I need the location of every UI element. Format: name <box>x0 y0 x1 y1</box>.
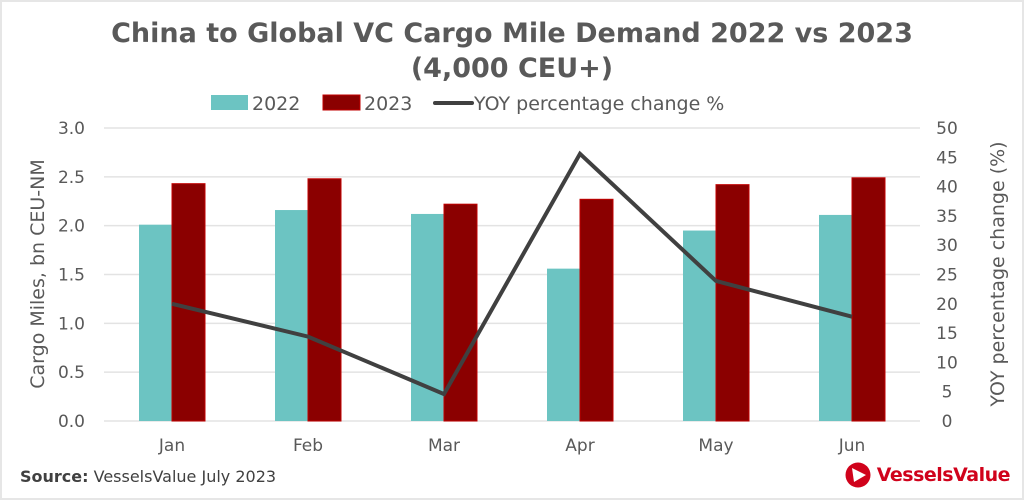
y-axis-label: Cargo Miles, bn CEU-NM <box>27 159 49 389</box>
y2-tick-label: 40 <box>936 178 958 198</box>
bar-2023-feb <box>307 178 342 422</box>
bar-2022-may <box>683 230 716 421</box>
y-tick-label: 0.5 <box>58 363 85 383</box>
legend-label-yoy: YOY percentage change % <box>473 93 724 115</box>
y2-axis-label: YOY percentage change (%) <box>987 141 1009 407</box>
legend: 2022 2023 YOY percentage change % <box>211 93 724 115</box>
y-tick-label: 1.0 <box>58 314 85 334</box>
bar-2023-jun <box>851 177 886 422</box>
y-tick-label: 0.0 <box>58 412 85 432</box>
legend-swatch-2023 <box>322 94 361 111</box>
legend-label-2023: 2023 <box>364 93 412 115</box>
y2-tick-label: 5 <box>942 383 953 403</box>
chart-subtitle: (4,000 CEU+) <box>411 53 613 84</box>
vesselsvalue-logo: VesselsValue <box>845 462 1011 488</box>
source-note: Source: VesselsValue July 2023 <box>20 467 276 486</box>
bar-2022-apr <box>547 268 580 421</box>
yoy-line <box>171 150 853 397</box>
yoy-polyline <box>171 150 853 397</box>
x-axis-ticks: Jan Feb Mar Apr May Jun <box>158 436 865 456</box>
bar-2023-apr <box>579 198 614 422</box>
y-tick-label: 1.5 <box>58 266 85 286</box>
logo-text: VesselsValue <box>876 464 1011 486</box>
chart-title: China to Global VC Cargo Mile Demand 202… <box>111 18 913 49</box>
x-tick-label: Jan <box>158 436 185 456</box>
x-tick-label: Apr <box>565 436 594 456</box>
legend-label-2022: 2022 <box>252 93 300 115</box>
y2-tick-label: 45 <box>936 148 958 168</box>
y2-tick-label: 25 <box>936 266 958 286</box>
bar-2023-jan <box>171 183 206 422</box>
logo-icon <box>845 462 871 488</box>
y2-tick-label: 20 <box>936 295 958 315</box>
x-tick-label: May <box>698 436 733 456</box>
source-label: Source: <box>20 467 89 486</box>
y2-tick-label: 35 <box>936 207 958 227</box>
source-text: VesselsValue July 2023 <box>88 467 277 486</box>
y-tick-label: 3.0 <box>58 119 85 139</box>
y2-tick-label: 50 <box>936 119 958 139</box>
x-tick-label: Mar <box>428 436 460 456</box>
y2-tick-label: 0 <box>942 412 953 432</box>
y-axis-ticks: 0.0 0.5 1.0 1.5 2.0 2.5 3.0 <box>58 119 85 432</box>
x-tick-label: Feb <box>293 436 323 456</box>
bar-2022-jan <box>139 224 172 421</box>
y2-tick-label: 10 <box>936 353 958 373</box>
y2-tick-label: 30 <box>936 236 958 256</box>
bar-2023-may <box>715 184 750 422</box>
x-tick-label: Jun <box>838 436 866 456</box>
y2-axis-ticks: 0 5 10 15 20 25 30 35 40 45 50 <box>936 119 958 432</box>
y-tick-label: 2.5 <box>58 168 85 188</box>
legend-swatch-2022 <box>211 95 248 110</box>
bars <box>139 177 886 422</box>
y2-tick-label: 15 <box>936 324 958 344</box>
bar-2022-jun <box>819 214 852 421</box>
y-tick-label: 2.0 <box>58 217 85 237</box>
bar-2022-feb <box>275 210 308 421</box>
